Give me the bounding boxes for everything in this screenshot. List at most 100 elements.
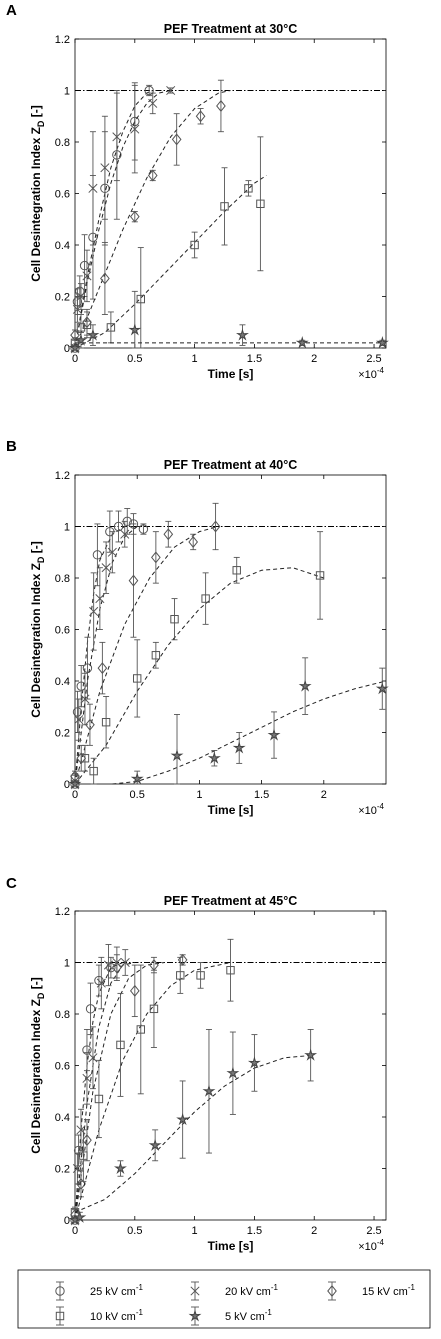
x-tick-label: 2 <box>311 1225 317 1237</box>
chart-title: PEF Treatment at 40°C <box>164 458 298 472</box>
data-point-circle <box>76 681 86 691</box>
data-point-x <box>130 124 140 134</box>
y-tick-label: 0.2 <box>55 1164 70 1176</box>
fit-curve-square <box>74 962 231 1221</box>
x-tick-label: 1.5 <box>247 1225 262 1237</box>
data-point-circle <box>94 975 104 986</box>
data-point-diamond <box>112 961 122 974</box>
y-tick-label: 0.4 <box>55 240 70 252</box>
data-point-star <box>68 341 82 354</box>
data-point-diamond <box>210 520 221 533</box>
data-point-star <box>73 1210 87 1223</box>
x-tick-label: 1 <box>196 789 202 801</box>
data-point-square <box>196 971 205 980</box>
y-tick-label: 0.4 <box>55 676 70 688</box>
data-point-x <box>100 163 110 173</box>
series-circle <box>70 508 149 789</box>
fit-curve-star <box>112 680 387 785</box>
series-star <box>68 1028 318 1226</box>
series-square <box>70 531 325 785</box>
y-tick-label: 1.2 <box>55 470 70 482</box>
data-point-circle <box>106 962 116 973</box>
legend-label-20kv: 20 kV cm-1 <box>225 1283 279 1298</box>
data-point-star <box>130 772 144 785</box>
x-tick-label: 1.5 <box>247 353 262 365</box>
legend-item-25kv: 25 kV cm-1 <box>55 1281 144 1301</box>
fit-curve-x <box>74 90 171 349</box>
data-point-diamond <box>195 110 206 123</box>
data-point-star <box>68 777 82 790</box>
y-tick-label: 0.6 <box>55 625 70 637</box>
data-point-x <box>89 606 99 617</box>
data-point-square <box>136 294 145 304</box>
x-tick-label: 1 <box>192 353 198 365</box>
data-point-square <box>106 323 116 332</box>
panel-b: B PEF Treatment at 40°C 0 0.2 0.4 0.6 0.8 1 1.2… <box>6 438 389 817</box>
data-point-x <box>76 291 86 302</box>
x-tick-label: 0 <box>72 1225 78 1237</box>
x-tick-label: 0 <box>72 353 78 365</box>
data-point-diamond <box>129 984 140 997</box>
data-point-circle <box>82 663 93 673</box>
data-point-square <box>220 202 229 211</box>
data-point-diamond <box>163 528 174 541</box>
data-point-diamond <box>171 133 182 146</box>
x-tick-label: 0.5 <box>127 353 142 365</box>
chart-title: PEF Treatment at 30°C <box>164 22 298 36</box>
data-point-square <box>232 566 241 575</box>
data-point-diamond <box>151 551 161 564</box>
x-tick-label: 0 <box>72 789 78 801</box>
fit-curve-star <box>74 1054 315 1213</box>
data-point-x <box>72 304 82 314</box>
data-point-diamond <box>76 1177 86 1190</box>
data-point-star <box>128 323 142 336</box>
data-point-star <box>375 681 389 695</box>
legend-label-5kv: 5 kV cm-1 <box>225 1308 272 1323</box>
data-point-x <box>88 1053 98 1063</box>
y-tick-label: 0.6 <box>55 1061 70 1073</box>
data-point-square <box>244 184 253 193</box>
series-diamond <box>70 502 221 785</box>
data-point-diamond <box>76 752 87 765</box>
data-point-star <box>375 336 389 349</box>
data-point-star <box>304 1048 318 1061</box>
legend-marker-circle <box>55 1286 65 1296</box>
data-point-square <box>136 1025 145 1034</box>
y-axis-label: Cell Desintegration Index ZD [-] <box>29 541 46 718</box>
y-tick-label: 0.8 <box>55 573 70 585</box>
x-multiplier: ×10-4 <box>358 366 384 381</box>
data-point-x <box>88 183 98 193</box>
y-tick-label: 1 <box>64 86 70 98</box>
panel-label-c: C <box>6 875 17 892</box>
panel-label-b: B <box>6 438 17 455</box>
y-tick-label: 0.8 <box>55 1009 70 1021</box>
legend-marker-star <box>188 1309 202 1322</box>
x-axis-label: Time [s] <box>208 1239 254 1253</box>
panel-label-a: A <box>6 2 17 19</box>
data-point-square <box>315 571 325 580</box>
data-point-square <box>176 971 185 980</box>
data-point-square <box>89 766 98 776</box>
data-point-diamond <box>147 169 158 182</box>
data-point-x <box>74 715 84 725</box>
legend-item-20kv: 20 kV cm-1 <box>190 1281 279 1301</box>
data-point-square <box>190 240 199 250</box>
series-diamond <box>70 79 231 349</box>
x-tick-label: 0.5 <box>127 1225 142 1237</box>
data-point-star <box>176 1112 190 1126</box>
legend-marker-diamond <box>327 1285 337 1297</box>
data-point-circle <box>138 524 149 534</box>
data-point-star <box>267 728 281 741</box>
data-point-x <box>82 271 92 281</box>
legend-item-15kv: 15 kV cm-1 <box>327 1281 416 1301</box>
data-point-x <box>148 98 158 108</box>
data-point-star <box>148 1138 162 1151</box>
x-tick-label: 2 <box>311 353 317 365</box>
data-point-star <box>232 741 246 754</box>
data-point-diamond <box>85 718 95 731</box>
data-point-diamond <box>128 574 139 587</box>
series-x <box>70 84 176 353</box>
y-tick-label: 0 <box>64 779 70 791</box>
data-point-x <box>103 960 114 970</box>
x-tick-label: 2.5 <box>366 1225 381 1237</box>
